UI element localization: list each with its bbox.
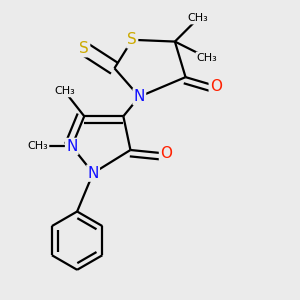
- Text: O: O: [210, 79, 222, 94]
- Text: N: N: [134, 89, 145, 104]
- Text: N: N: [66, 139, 77, 154]
- Text: CH₃: CH₃: [54, 86, 75, 96]
- Text: O: O: [160, 146, 172, 161]
- Text: CH₃: CH₃: [188, 14, 208, 23]
- Text: N: N: [87, 166, 99, 181]
- Text: CH₃: CH₃: [28, 141, 48, 152]
- Text: S: S: [128, 32, 137, 47]
- Text: S: S: [80, 41, 89, 56]
- Text: CH₃: CH₃: [196, 52, 217, 63]
